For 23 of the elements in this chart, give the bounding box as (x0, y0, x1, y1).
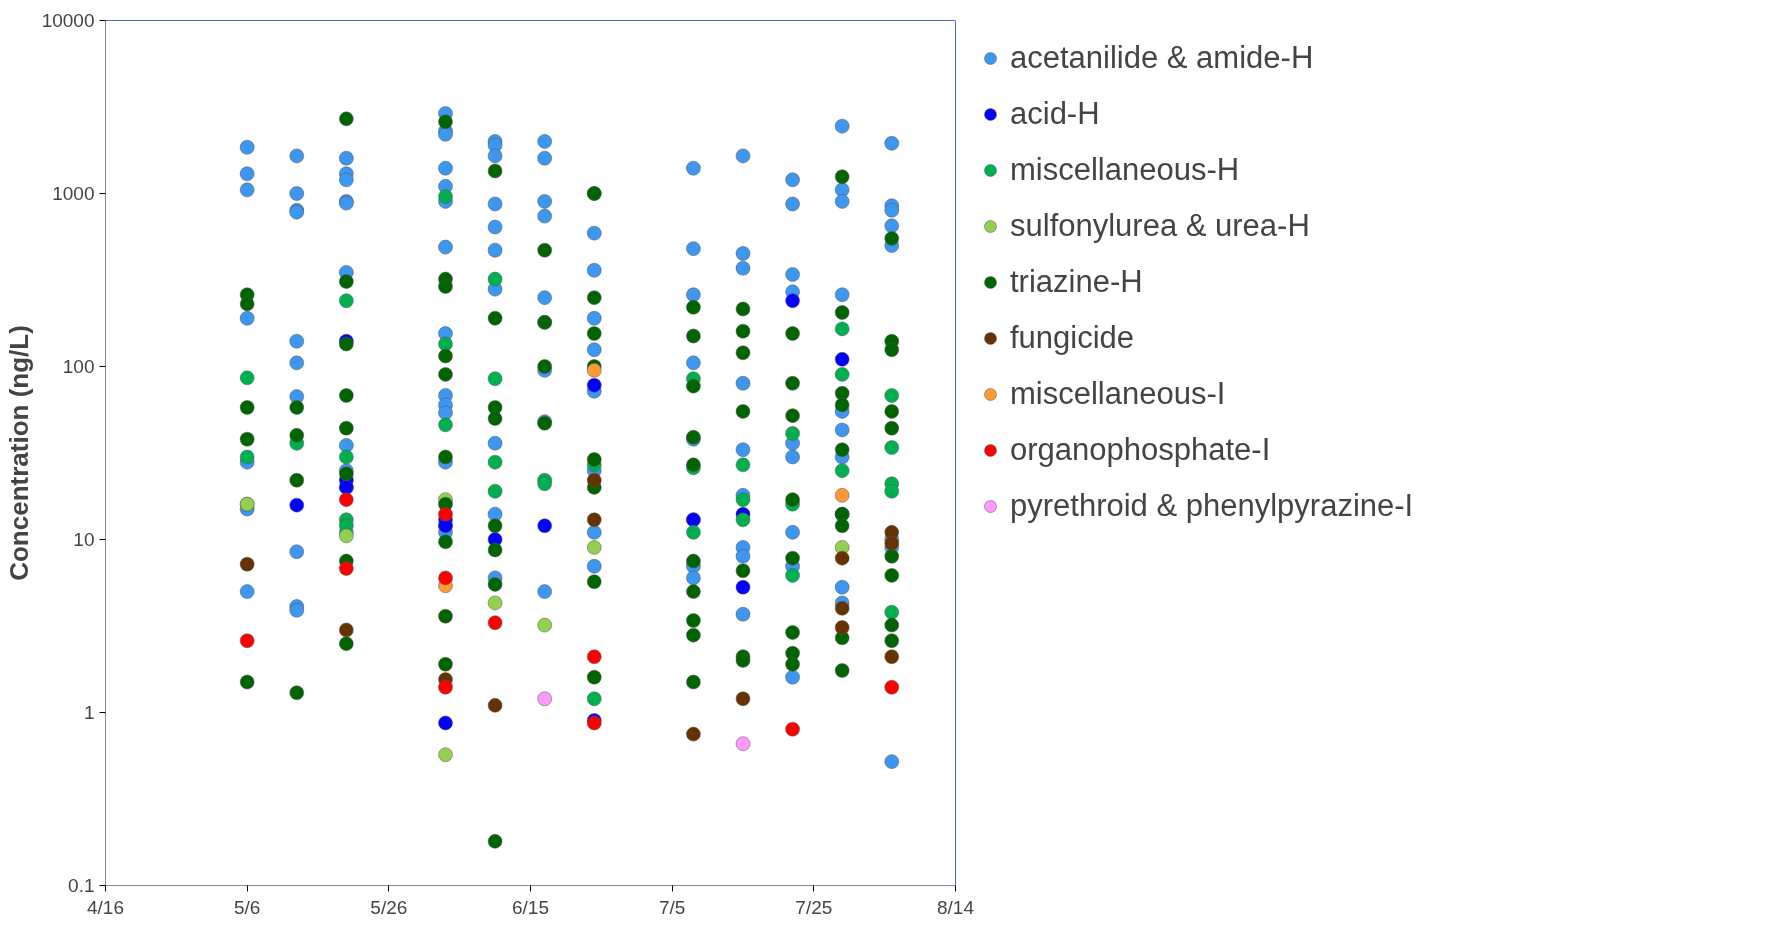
legend-label: triazine-H (1010, 264, 1143, 300)
legend-label: pyrethroid & phenylpyrazine-I (1010, 488, 1414, 524)
legend-label: miscellaneous-I (1010, 376, 1226, 412)
x-tick-label: 5/6 (233, 896, 261, 918)
legend-label: miscellaneous-H (1010, 152, 1240, 188)
y-tick-label: 1 (83, 702, 95, 723)
x-tick-label: 8/14 (937, 896, 975, 918)
y-tick-label: 1000 (52, 183, 95, 204)
legend-label: acetanilide & amide-H (1010, 40, 1314, 76)
x-tick-label: 7/5 (658, 896, 686, 918)
y-axis-title: Concentration (ng/L) (3, 325, 34, 581)
x-tick-label: 7/25 (795, 896, 833, 918)
legend-label: fungicide (1010, 320, 1135, 356)
y-tick-label: 100 (62, 356, 95, 377)
x-tick-label: 4/16 (87, 896, 124, 918)
legend-label: organophosphate-I (1010, 432, 1271, 468)
legend-label: acid-H (1010, 96, 1100, 132)
y-tick-label: 10000 (41, 10, 95, 31)
legend-label: sulfonylurea & urea-H (1010, 208, 1310, 244)
x-tick-label: 6/15 (512, 896, 549, 918)
y-tick-label: 10 (73, 529, 95, 550)
x-tick-label: 5/26 (370, 896, 408, 918)
y-tick-label: 0.1 (68, 875, 95, 896)
